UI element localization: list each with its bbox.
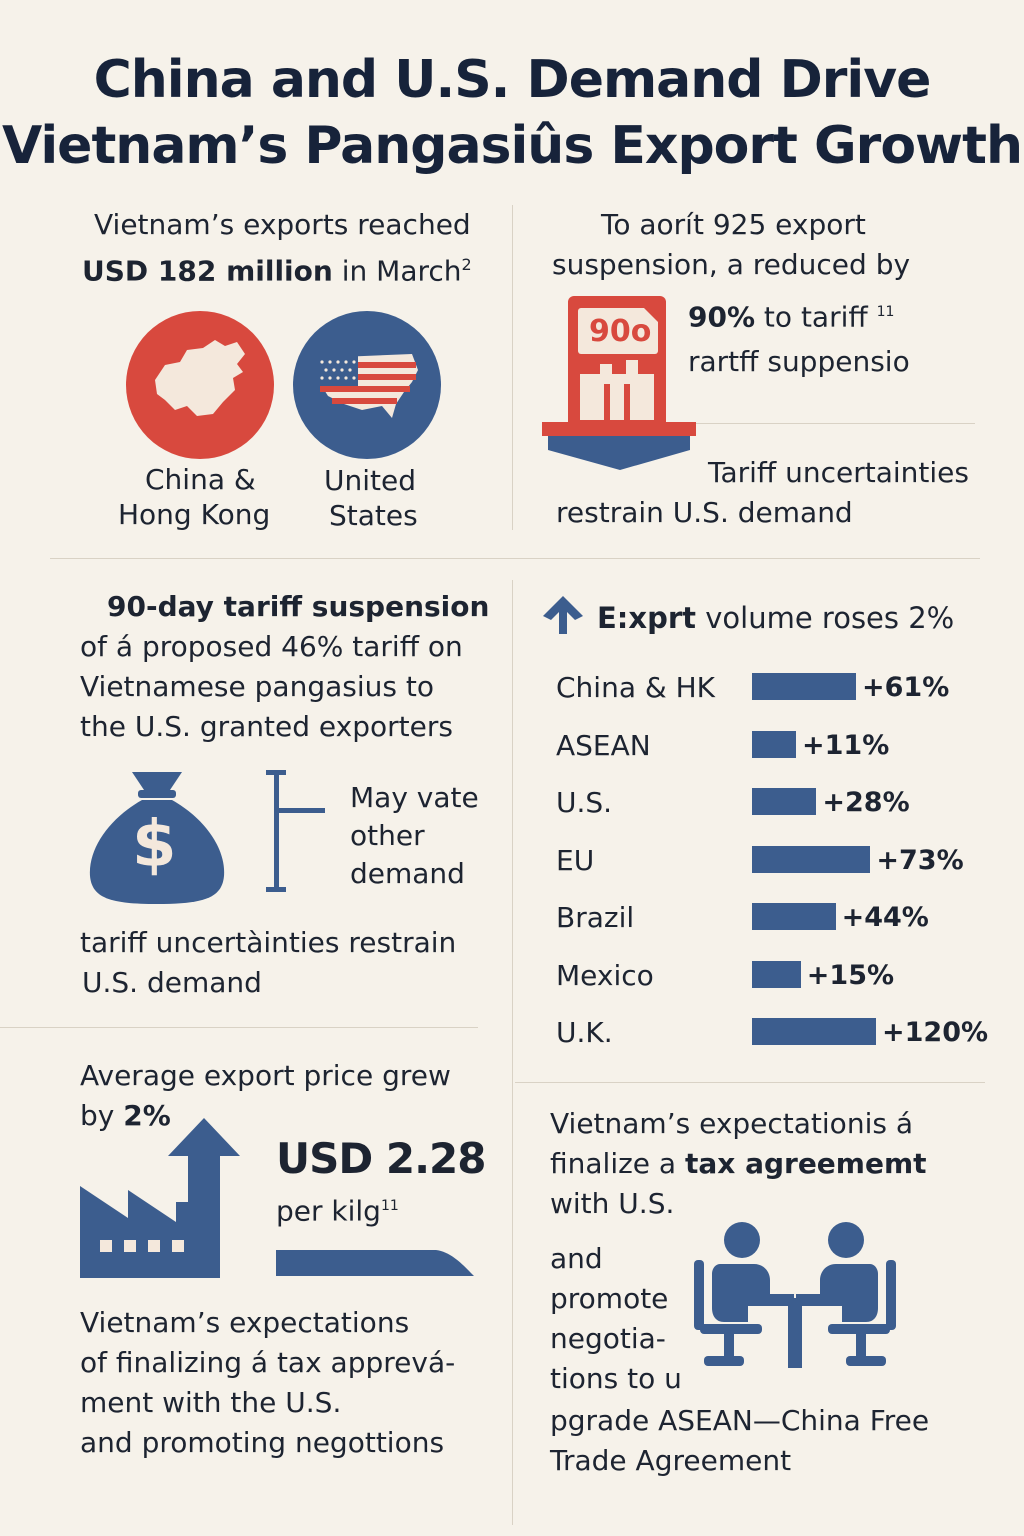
tariff-reduction-pct: 90% [688,300,756,334]
promote-line-2: promote [550,1282,669,1315]
suspension-line-2: suspension, a reduced by [552,248,911,281]
uncertainty-line-2: U.S. demand [82,966,262,999]
side-note-3: demand [350,857,465,890]
bar-value-label: +120% [882,1017,989,1048]
page-title-line-1: China and U.S. Demand Drive [93,50,932,110]
money-bag-dollar: $ [132,808,177,882]
gavel-bar-icon [266,770,325,892]
tariff-footnote: 11 [876,304,895,320]
volume-heading: E:xprt volume roses 2% [597,598,954,638]
china-label-1: China & [145,463,256,496]
bar-category-label: U.K. [556,1016,613,1049]
exports-line-1: Vietnam’s exports reached [94,208,471,241]
expectation-line-3: ment with the U.S. [80,1386,342,1419]
divider-vertical-top [512,205,513,530]
bar-value-label: +11% [802,729,890,761]
bar-category-label: EU [556,843,595,877]
tariff-badge-text: 90o [589,314,652,349]
expectation-line-2: of finalizing á tax apprevá- [80,1346,456,1379]
price-line-1: Average export price grew [80,1059,451,1092]
bar-value-label: +73% [876,844,964,876]
price-unit: per kilg11 [276,1186,399,1231]
tariff-building-icon [542,296,696,470]
suspension-body-1: of á proposed 46% tariff on [80,630,463,663]
suspension-body-3: the U.S. granted exporters [80,710,453,743]
expectation-line-1: Vietnam’s expectations [80,1306,410,1339]
tariff-uncertainty-1: Tariff uncertainties [708,456,969,489]
bar [752,788,817,815]
price-line-2: by 2% [80,1096,171,1136]
us-label-1: United [324,464,416,497]
us-label-2: States [329,499,418,532]
agreement-line-1: Vietnam’s expectationis á [550,1107,913,1140]
upgrade-line-1: pgrade ASEAN—China Free [550,1404,930,1437]
expectation-line-4: and promoting negottions [80,1426,445,1459]
promote-line-3: negotia- [550,1322,666,1355]
bar-value-label: +61% [862,672,950,703]
bar-value-label: +15% [806,959,895,991]
suspension-heading: 90-day tariff suspension [107,590,490,623]
bar [752,903,836,930]
bar-value-label: +28% [822,787,910,818]
up-arrow-icon [543,596,583,634]
bar-category-label: China & HK [556,671,716,704]
bar [752,1018,876,1045]
price-line-2-prefix: by [80,1099,124,1132]
exports-line-2: USD 182 million in March2 [82,245,472,291]
promote-line-1: and [550,1242,603,1275]
uncertainty-line-1: tariff uncertàinties restrain [80,926,457,959]
agreement-line-2-prefix: finalize a [550,1147,685,1180]
divider-horizontal-1 [50,558,980,559]
suspension-body-2: Vietnamese pangasius to [80,670,434,703]
volume-heading-rest: volume roses 2% [696,601,955,635]
bar [752,845,871,873]
money-bag-icon [89,772,225,904]
side-note-1: May vate [350,781,479,814]
negotiation-people-icon [694,1222,896,1368]
divider-horizontal-left [0,1027,478,1028]
volume-heading-bold: E:xprt [597,601,697,635]
divider-horizontal-right [515,1082,985,1083]
bar [752,673,856,700]
bar [752,730,796,758]
china-map-icon [126,311,274,459]
price-unit-text: per kilg [276,1194,381,1228]
exports-footnote: 2 [461,255,472,274]
tariff-uncertainty-2: restrain U.S. demand [556,496,853,529]
usa-map-icon [293,311,441,459]
exports-month: in March [332,254,462,288]
exports-amount: USD 182 million [82,254,333,288]
agreement-line-2: finalize a tax agreememt [550,1144,927,1184]
price-value: USD 2.28 [276,1134,486,1183]
bar-value-label: +44% [841,902,929,933]
price-base-bar [276,1250,474,1276]
agreement-bold: tax agreememt [684,1147,927,1180]
bar-category-label: ASEAN [556,728,651,762]
suspension-line-1: To aorít 925 export [601,208,866,241]
bar [752,960,801,988]
price-growth-pct: 2% [123,1099,171,1132]
divider-vertical-mid [512,580,513,1525]
tariff-reduction-text: to tariff [755,300,868,334]
china-label-2: Hong Kong [118,498,271,531]
agreement-line-3: with U.S. [550,1187,675,1220]
bar-category-label: Brazil [556,901,635,934]
page-title-line-2: Vietnam’s Pangasiûs Export Growth [2,116,1023,176]
promote-line-4: tions to u [550,1362,682,1395]
factory-growth-icon [80,1118,240,1278]
tariff-suspension-text: rartff suppensio [688,345,910,378]
side-note-2: other [350,819,425,852]
divider-top-right-inner [695,423,975,424]
upgrade-line-2: Trade Agreement [550,1444,792,1477]
price-unit-footnote: 11 [380,1198,399,1214]
tariff-reduction: 90% to tariff 11 [688,292,894,337]
bar-category-label: Mexico [556,958,654,992]
bar-category-label: U.S. [556,786,613,819]
